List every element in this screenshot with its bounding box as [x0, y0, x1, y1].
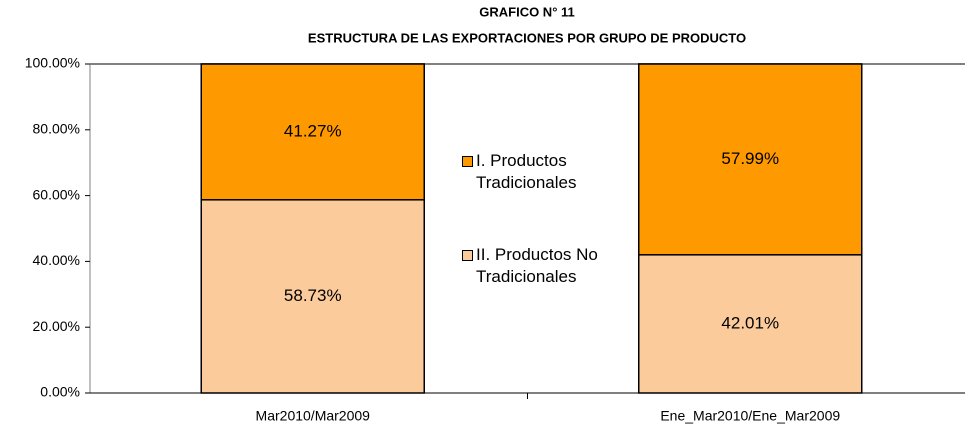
y-tick-label: 100.00%: [25, 55, 80, 71]
bar-segment: [638, 63, 863, 256]
x-tick-label: Mar2010/Mar2009: [256, 408, 371, 424]
data-label: 42.01%: [721, 313, 779, 332]
legend-item: I. Productos Tradicionales: [462, 150, 612, 194]
y-tick-label: 40.00%: [33, 252, 80, 268]
data-label: 57.99%: [721, 149, 779, 168]
y-tick-label: 0.00%: [40, 384, 80, 400]
legend-swatch: [462, 250, 473, 261]
y-tick-label: 60.00%: [33, 186, 80, 202]
legend-label: II. Productos No Tradicionales: [476, 245, 598, 286]
y-tick-label: 20.00%: [33, 318, 80, 334]
chart-title: GRAFICO N° 11: [479, 4, 575, 19]
data-label: 41.27%: [284, 121, 342, 140]
legend-item: II. Productos No Tradicionales: [462, 244, 612, 288]
y-tick-label: 80.00%: [33, 121, 80, 137]
legend-swatch: [462, 156, 473, 167]
bar-segment: [638, 254, 863, 394]
data-label: 58.73%: [284, 286, 342, 305]
x-tick-label: Ene_Mar2010/Ene_Mar2009: [660, 408, 840, 424]
chart-subtitle: ESTRUCTURA DE LAS EXPORTACIONES POR GRUP…: [308, 30, 746, 45]
legend-label: I. Productos Tradicionales: [476, 151, 577, 192]
bar-segment: [200, 63, 425, 201]
